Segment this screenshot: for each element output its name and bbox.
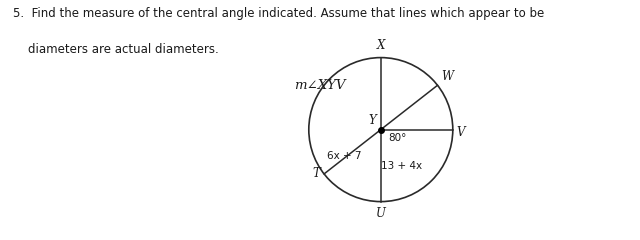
Text: U: U (376, 207, 386, 220)
Text: diameters are actual diameters.: diameters are actual diameters. (13, 43, 218, 56)
Text: Y: Y (369, 114, 376, 127)
Text: T: T (312, 167, 320, 180)
Text: W: W (442, 70, 454, 83)
Text: X: X (376, 39, 385, 52)
Text: 80°: 80° (388, 133, 407, 144)
Text: m∠XYV: m∠XYV (294, 79, 346, 92)
Text: 13 + 4x: 13 + 4x (381, 161, 422, 171)
Text: V: V (457, 126, 465, 139)
Text: 6x + 7: 6x + 7 (327, 151, 362, 162)
Text: 5.  Find the measure of the central angle indicated. Assume that lines which app: 5. Find the measure of the central angle… (13, 7, 544, 20)
